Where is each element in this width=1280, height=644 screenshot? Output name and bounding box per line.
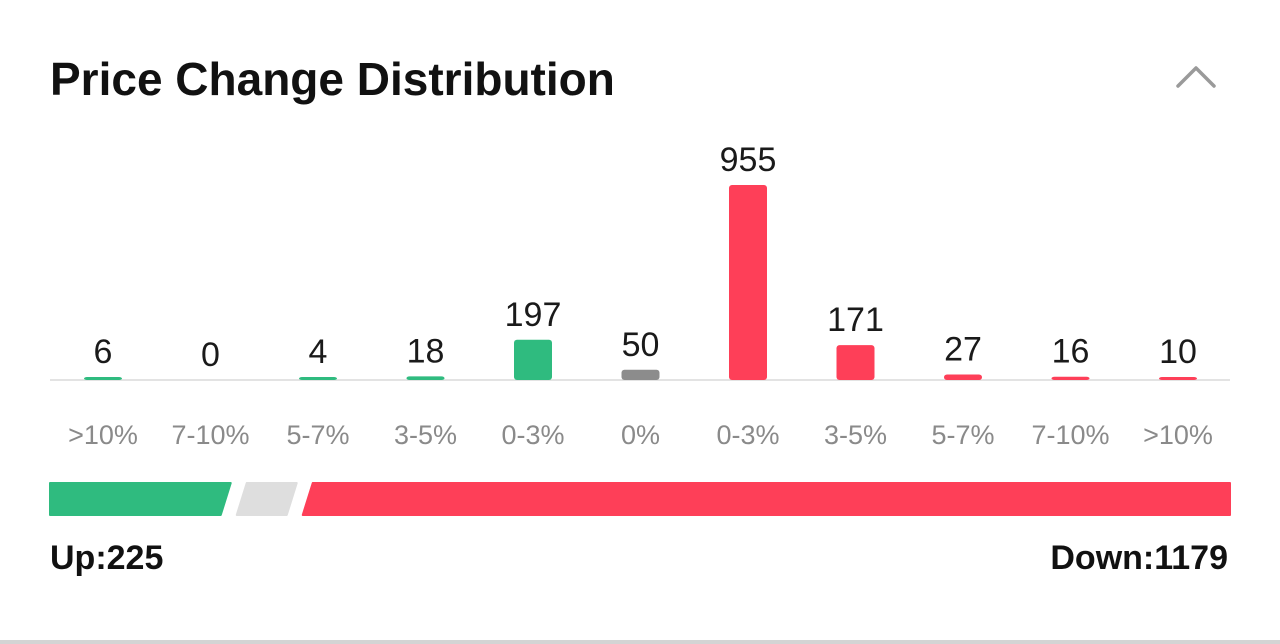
bar-value-label-6: 955 <box>720 141 777 179</box>
ratio-flat-segment <box>235 482 298 516</box>
bar-5 <box>621 369 660 380</box>
bar-value-label-9: 16 <box>1052 333 1090 371</box>
up-down-ratio-bar <box>49 482 1231 516</box>
bar-9 <box>1051 376 1090 380</box>
chevron-up-icon <box>1176 66 1216 88</box>
bar-value-label-2: 4 <box>309 333 328 371</box>
bar-value-label-8: 27 <box>944 330 982 368</box>
bar-value-label-10: 10 <box>1159 333 1197 371</box>
bar-value-label-0: 6 <box>94 333 113 371</box>
category-label-2: 5-7% <box>286 420 349 450</box>
ratio-up-segment <box>49 482 232 516</box>
bar-value-label-3: 18 <box>407 332 445 370</box>
bar-3 <box>406 376 445 380</box>
category-label-3: 3-5% <box>394 420 457 450</box>
up-count-label: Up:225 <box>50 539 164 577</box>
category-label-6: 0-3% <box>716 420 779 450</box>
bar-value-label-1: 0 <box>201 336 220 374</box>
category-label-0: >10% <box>68 420 138 450</box>
bar-value-label-5: 50 <box>622 326 660 364</box>
distribution-bar-chart: 6 >10% 0 7-10% 4 5-7% 18 3-5% 197 0-3% 50 0% 955 0-3%… <box>50 141 1230 450</box>
collapse-button[interactable] <box>1166 52 1226 102</box>
bar-7 <box>836 345 875 380</box>
category-label-5: 0% <box>621 420 660 450</box>
category-label-10: >10% <box>1143 420 1213 450</box>
bar-10 <box>1159 377 1197 380</box>
bar-4 <box>514 339 552 380</box>
bar-8 <box>944 374 982 380</box>
category-label-9: 7-10% <box>1031 420 1109 450</box>
ratio-down-segment <box>301 482 1231 516</box>
category-label-4: 0-3% <box>501 420 564 450</box>
down-count-label: Down:1179 <box>1050 539 1228 577</box>
bar-value-label-4: 197 <box>505 296 562 334</box>
bar-6 <box>729 185 767 380</box>
bar-0 <box>84 377 122 380</box>
bar-2 <box>299 377 337 380</box>
page-title: Price Change Distribution <box>50 53 615 105</box>
category-label-1: 7-10% <box>171 420 249 450</box>
bar-value-label-7: 171 <box>827 301 884 339</box>
divider <box>0 640 1280 644</box>
category-label-8: 5-7% <box>931 420 994 450</box>
category-label-7: 3-5% <box>824 420 887 450</box>
